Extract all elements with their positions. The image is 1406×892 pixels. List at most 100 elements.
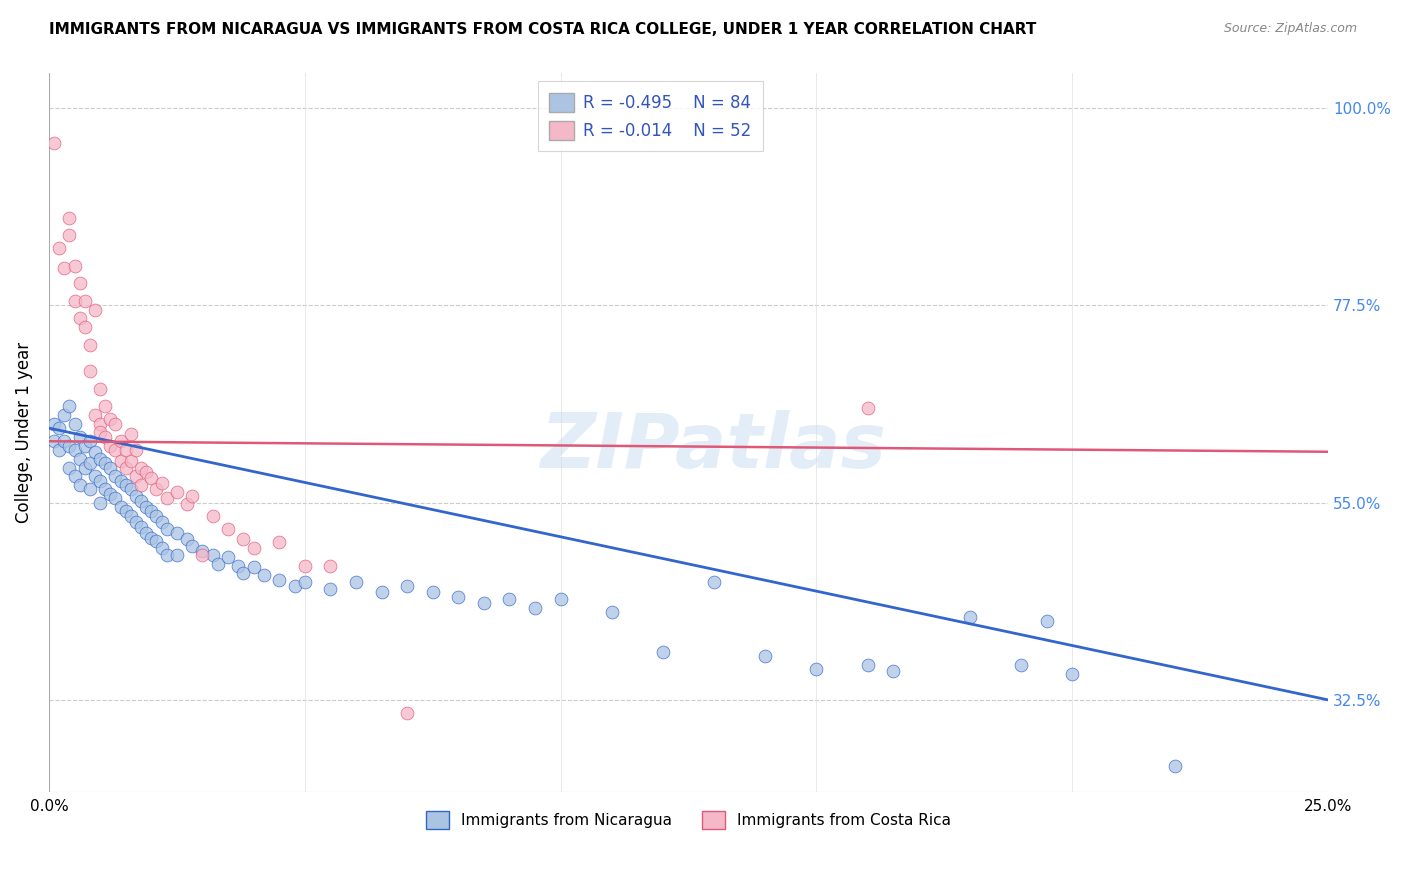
- Point: [129, 460, 152, 475]
- Point: [100, 460, 122, 475]
- Point: [166, 526, 188, 541]
- Point: [253, 567, 276, 582]
- Point: [42, 136, 65, 150]
- Point: [125, 469, 148, 483]
- Point: [166, 485, 188, 500]
- Point: [396, 706, 419, 720]
- Point: [856, 657, 879, 672]
- Point: [73, 439, 96, 453]
- Point: [396, 579, 419, 593]
- Point: [135, 500, 157, 514]
- Point: [125, 515, 148, 529]
- Point: [114, 460, 136, 475]
- Point: [110, 453, 132, 467]
- Point: [150, 476, 173, 491]
- Point: [135, 465, 157, 479]
- Point: [79, 338, 101, 352]
- Text: IMMIGRANTS FROM NICARAGUA VS IMMIGRANTS FROM COSTA RICA COLLEGE, UNDER 1 YEAR CO: IMMIGRANTS FROM NICARAGUA VS IMMIGRANTS …: [49, 22, 1036, 37]
- Point: [89, 495, 111, 509]
- Point: [754, 648, 776, 663]
- Text: Source: ZipAtlas.com: Source: ZipAtlas.com: [1223, 22, 1357, 36]
- Point: [226, 558, 249, 573]
- Point: [141, 531, 163, 545]
- Point: [48, 442, 70, 457]
- Point: [79, 483, 101, 497]
- Point: [58, 211, 80, 225]
- Point: [129, 520, 152, 534]
- Point: [79, 456, 101, 470]
- Point: [882, 664, 904, 678]
- Point: [84, 444, 107, 458]
- Point: [370, 585, 392, 599]
- Point: [114, 442, 136, 457]
- Point: [58, 228, 80, 243]
- Point: [242, 560, 264, 574]
- Point: [63, 442, 86, 457]
- Point: [104, 417, 127, 431]
- Point: [269, 535, 291, 549]
- Point: [48, 421, 70, 435]
- Point: [89, 474, 111, 488]
- Point: [120, 453, 142, 467]
- Point: [135, 526, 157, 541]
- Point: [48, 241, 70, 255]
- Point: [100, 412, 122, 426]
- Point: [84, 469, 107, 483]
- Point: [58, 399, 80, 413]
- Point: [94, 430, 117, 444]
- Point: [73, 320, 96, 334]
- Point: [79, 364, 101, 378]
- Point: [1035, 614, 1057, 628]
- Point: [856, 401, 879, 415]
- Point: [73, 293, 96, 308]
- Point: [319, 582, 342, 596]
- Point: [84, 302, 107, 317]
- Point: [269, 573, 291, 587]
- Point: [42, 417, 65, 431]
- Point: [104, 442, 127, 457]
- Point: [201, 548, 224, 562]
- Point: [94, 399, 117, 413]
- Point: [100, 439, 122, 453]
- Point: [104, 491, 127, 506]
- Point: [94, 456, 117, 470]
- Point: [156, 491, 179, 506]
- Point: [201, 508, 224, 523]
- Point: [217, 549, 239, 564]
- Point: [63, 417, 86, 431]
- Point: [806, 662, 828, 676]
- Point: [959, 609, 981, 624]
- Point: [53, 408, 76, 422]
- Point: [344, 574, 367, 589]
- Legend: Immigrants from Nicaragua, Immigrants from Costa Rica: Immigrants from Nicaragua, Immigrants fr…: [419, 805, 957, 835]
- Point: [150, 541, 173, 556]
- Point: [447, 591, 470, 605]
- Point: [120, 508, 142, 523]
- Point: [1163, 758, 1185, 772]
- Point: [145, 483, 167, 497]
- Point: [69, 430, 91, 444]
- Point: [176, 497, 198, 511]
- Point: [94, 483, 117, 497]
- Point: [145, 508, 167, 523]
- Point: [191, 548, 214, 562]
- Point: [69, 311, 91, 326]
- Point: [166, 548, 188, 562]
- Point: [73, 460, 96, 475]
- Point: [191, 544, 214, 558]
- Point: [120, 427, 142, 442]
- Point: [294, 574, 316, 589]
- Point: [232, 566, 254, 580]
- Point: [181, 540, 204, 554]
- Point: [104, 469, 127, 483]
- Point: [89, 417, 111, 431]
- Point: [114, 504, 136, 518]
- Point: [550, 592, 572, 607]
- Point: [69, 277, 91, 291]
- Point: [145, 534, 167, 549]
- Point: [472, 597, 495, 611]
- Point: [176, 533, 198, 547]
- Point: [150, 515, 173, 529]
- Point: [53, 434, 76, 449]
- Point: [156, 548, 179, 562]
